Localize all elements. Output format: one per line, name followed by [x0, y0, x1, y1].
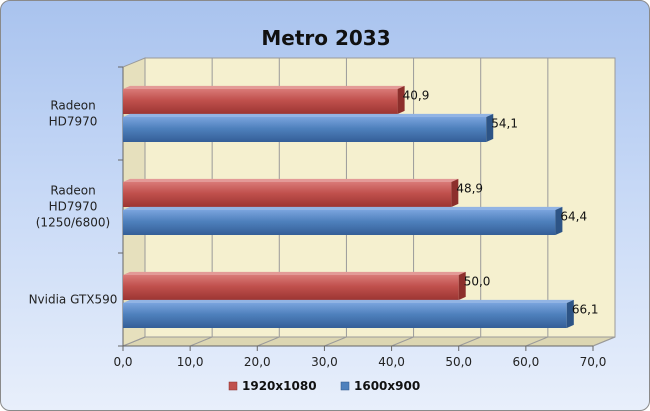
bar-top-face	[123, 113, 494, 117]
gridline-floor	[122, 336, 146, 347]
bar-top-face	[123, 178, 459, 182]
gridline-floor	[324, 336, 347, 347]
data-label: 50,0	[464, 275, 491, 289]
plot-area: 0,0 10,0 20,0 30,0 40,0 50,0 60,0 70,0 40,9 54,1 R…	[29, 57, 616, 369]
bar-end-cap	[555, 206, 563, 235]
x-tick-label: 10,0	[177, 355, 204, 369]
legend-swatch	[228, 381, 238, 391]
bar	[123, 89, 398, 114]
bar	[123, 303, 567, 328]
bar-end-cap	[451, 178, 459, 207]
bar-top-face	[123, 206, 563, 210]
category-label: Nvidia GTX590	[29, 293, 118, 307]
bar	[123, 117, 487, 142]
bar-top-face	[123, 299, 574, 303]
x-tick-label: 0,0	[113, 355, 132, 369]
bar-end-cap	[486, 113, 494, 142]
bar-top-face	[123, 271, 466, 275]
category-label: Radeon	[50, 184, 95, 198]
bar	[123, 182, 452, 207]
x-tick-label: 70,0	[580, 355, 607, 369]
gridline-floor	[458, 336, 481, 347]
gridline-floor	[592, 336, 616, 347]
data-label: 40,9	[403, 89, 430, 103]
gridline-floor	[525, 336, 549, 347]
x-tick-label: 50,0	[445, 355, 472, 369]
bar-top-face	[123, 85, 405, 89]
legend-label: 1600x900	[354, 379, 420, 393]
category-label: HD7970	[49, 115, 98, 129]
category-label: HD7970	[49, 200, 98, 214]
data-label: 64,4	[560, 210, 587, 224]
gridline-floor	[391, 336, 414, 347]
legend-swatch	[340, 381, 350, 391]
x-tick-label: 30,0	[311, 355, 338, 369]
bar	[123, 210, 556, 235]
data-label: 66,1	[572, 303, 599, 317]
chart-title: Metro 2033	[261, 26, 390, 50]
category-label: (1250/6800)	[36, 216, 110, 230]
bar-end-cap	[397, 85, 405, 114]
bar-end-cap	[566, 299, 574, 328]
bar	[123, 275, 459, 300]
legend: 1920x1080 1600x900	[228, 379, 420, 393]
x-tick-label: 60,0	[512, 355, 539, 369]
category-label: Radeon	[50, 99, 95, 113]
x-tick-label: 40,0	[378, 355, 405, 369]
data-label: 54,1	[491, 117, 518, 131]
x-tick-label: 20,0	[244, 355, 271, 369]
data-label: 48,9	[456, 182, 483, 196]
legend-label: 1920x1080	[242, 379, 317, 393]
gridline-floor	[189, 336, 213, 347]
bar-end-cap	[458, 271, 466, 300]
plot-floor	[122, 336, 616, 347]
gridline-floor	[257, 336, 280, 347]
